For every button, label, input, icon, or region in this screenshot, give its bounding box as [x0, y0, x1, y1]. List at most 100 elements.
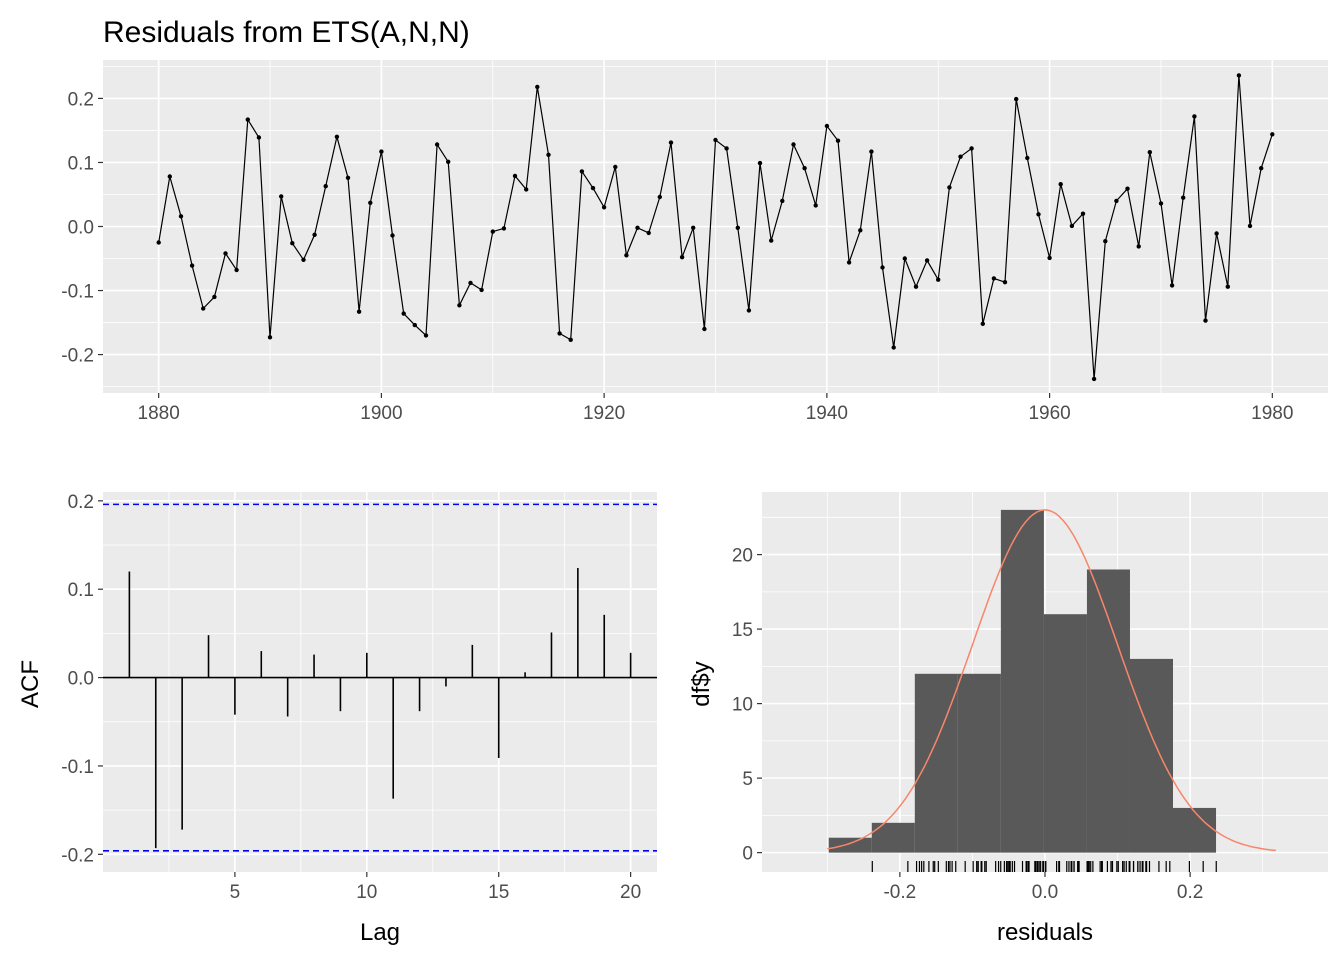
- residual-point: [769, 238, 774, 243]
- residual-point: [1181, 195, 1186, 200]
- residual-point: [891, 345, 896, 350]
- residual-point: [490, 229, 495, 234]
- residual-point: [924, 258, 930, 263]
- residual-point: [423, 333, 429, 338]
- residual-point: [635, 225, 640, 230]
- hist-x-tick-label: 0.2: [1177, 882, 1203, 903]
- ts-x-tick-label: 1940: [806, 403, 848, 424]
- ts-y-tick-label: 0.0: [68, 218, 94, 239]
- histogram-bar: [1000, 509, 1044, 853]
- residual-point: [256, 135, 262, 140]
- residual-point: [668, 140, 674, 145]
- histogram-bar: [914, 673, 958, 853]
- residual-point: [1091, 376, 1097, 382]
- ts-x-tick-label: 1900: [360, 403, 402, 424]
- residual-point: [167, 174, 172, 179]
- residual-point: [312, 232, 317, 237]
- acf-y-tick-label: 0.2: [68, 492, 94, 513]
- residual-point: [379, 149, 384, 154]
- residual-point: [613, 164, 618, 170]
- chart-title: Residuals from ETS(A,N,N): [103, 16, 470, 49]
- residual-point: [457, 303, 462, 308]
- residual-point: [245, 117, 250, 122]
- residual-point: [657, 194, 662, 200]
- residual-point: [724, 146, 729, 151]
- residual-point: [1025, 155, 1030, 161]
- histogram-x-axis-title: residuals: [997, 919, 1093, 946]
- acf-y-tick-label: 0.0: [68, 669, 94, 690]
- residual-point: [234, 267, 239, 273]
- residual-point: [512, 173, 518, 179]
- residual-point: [1014, 96, 1019, 102]
- residual-point: [1002, 280, 1008, 285]
- residual-point: [1270, 132, 1275, 137]
- residual-point: [1158, 201, 1164, 206]
- histogram-bar: [957, 673, 1001, 853]
- residual-point: [947, 185, 952, 190]
- residual-point: [1236, 73, 1242, 78]
- acf-y-axis-title: ACF: [17, 660, 44, 708]
- acf-x-tick-label: 10: [356, 882, 377, 903]
- residual-point: [813, 203, 818, 208]
- residual-point: [969, 146, 974, 151]
- hist-y-tick-label: 0: [742, 844, 753, 865]
- ts-y-tick-label: -0.1: [61, 282, 94, 303]
- residual-point: [356, 309, 362, 314]
- residual-point: [1169, 283, 1175, 288]
- residual-point: [1125, 186, 1130, 191]
- histogram-bar: [1173, 807, 1217, 853]
- residual-point: [178, 214, 184, 219]
- residual-point: [267, 335, 273, 340]
- ts-x-tick-label: 1980: [1251, 403, 1293, 424]
- residual-point: [1225, 284, 1231, 289]
- residual-point: [579, 169, 585, 174]
- residual-point: [334, 134, 340, 139]
- residual-point: [434, 142, 440, 147]
- residual-point: [412, 322, 417, 328]
- residual-point: [735, 225, 740, 230]
- residual-point: [802, 166, 807, 171]
- residual-point: [446, 159, 451, 164]
- residual-point: [501, 226, 507, 231]
- residual-point: [858, 228, 863, 233]
- residual-point: [746, 308, 752, 313]
- residual-point: [835, 138, 841, 143]
- residual-point: [590, 185, 596, 191]
- acf-x-tick-label: 20: [620, 882, 641, 903]
- residual-point: [301, 257, 306, 262]
- hist-y-tick-label: 10: [732, 695, 753, 716]
- residual-point: [1147, 150, 1153, 155]
- residual-point: [936, 277, 941, 282]
- residual-point: [1247, 223, 1253, 229]
- residual-point: [902, 256, 907, 261]
- residual-point: [189, 263, 195, 268]
- residual-point: [1214, 231, 1219, 236]
- residual-point: [368, 200, 373, 205]
- acf-x-tick-label: 5: [230, 882, 241, 903]
- ts-x-tick-label: 1880: [138, 403, 180, 424]
- residual-point: [479, 287, 484, 293]
- hist-y-tick-label: 20: [732, 546, 753, 567]
- residual-point: [1203, 318, 1208, 323]
- residual-point: [345, 175, 351, 180]
- ts-y-tick-label: -0.2: [61, 346, 94, 367]
- residual-point: [323, 184, 328, 189]
- residual-point: [568, 337, 573, 342]
- hist-y-tick-label: 15: [732, 620, 753, 641]
- residual-point: [1259, 166, 1264, 171]
- histogram-y-axis-title: df$y: [688, 661, 715, 706]
- residual-point: [679, 255, 685, 260]
- residual-point: [880, 265, 885, 270]
- acf-y-tick-label: -0.2: [61, 845, 94, 866]
- ts-y-tick-label: 0.1: [68, 153, 94, 174]
- residual-point: [1136, 244, 1141, 249]
- residual-point: [201, 306, 206, 311]
- residual-point: [557, 331, 562, 336]
- residual-point: [1114, 198, 1119, 204]
- residual-point: [223, 251, 228, 256]
- residual-point: [1047, 255, 1052, 261]
- histogram-bar: [1043, 614, 1087, 853]
- ts-x-tick-label: 1960: [1028, 403, 1070, 424]
- residual-point: [546, 152, 551, 157]
